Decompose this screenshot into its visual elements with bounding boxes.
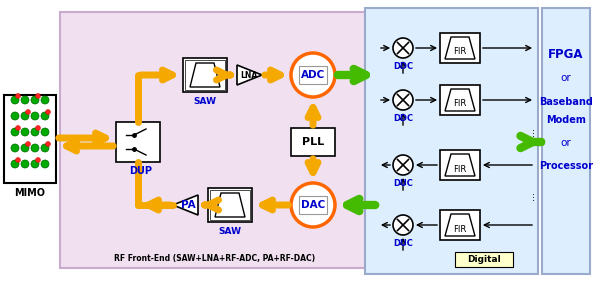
Text: FPGA: FPGA [548, 48, 584, 62]
Bar [542, 8, 590, 274]
Circle shape [41, 160, 49, 168]
Circle shape [21, 144, 29, 152]
Text: RF Front-End (SAW+LNA+RF-ADC, PA+RF-DAC): RF Front-End (SAW+LNA+RF-ADC, PA+RF-DAC) [114, 254, 315, 263]
Polygon shape [445, 37, 475, 59]
Bar [185, 60, 225, 90]
Bar [4, 95, 56, 183]
Circle shape [291, 183, 335, 227]
Text: FIR: FIR [453, 48, 466, 56]
Polygon shape [190, 63, 220, 87]
Circle shape [11, 96, 19, 104]
Text: SAW: SAW [218, 227, 242, 236]
Circle shape [15, 158, 20, 162]
Bar [440, 33, 480, 63]
Circle shape [393, 38, 413, 58]
Text: Digital: Digital [467, 255, 501, 264]
Bar [365, 8, 538, 274]
Circle shape [36, 93, 40, 99]
Text: PLL: PLL [302, 137, 324, 147]
Bar [299, 196, 327, 214]
Circle shape [41, 112, 49, 120]
Polygon shape [445, 154, 475, 176]
Circle shape [45, 109, 51, 115]
Circle shape [11, 160, 19, 168]
Bar [299, 66, 327, 84]
Bar [440, 85, 480, 115]
Circle shape [393, 215, 413, 235]
Circle shape [11, 128, 19, 136]
Circle shape [11, 144, 19, 152]
Bar [116, 122, 160, 162]
Polygon shape [215, 193, 245, 217]
Circle shape [21, 112, 29, 120]
Circle shape [36, 125, 40, 131]
Circle shape [291, 53, 335, 97]
Bar [440, 150, 480, 180]
Text: DUC: DUC [393, 239, 413, 248]
Bar [455, 252, 513, 267]
Text: DUP: DUP [130, 166, 152, 176]
Text: LNA: LNA [240, 70, 258, 80]
Text: Modem: Modem [546, 115, 586, 125]
Bar [60, 12, 368, 268]
Text: MIMO: MIMO [14, 188, 45, 198]
Bar [208, 188, 252, 222]
Text: or: or [560, 138, 571, 148]
Text: ...: ... [526, 190, 536, 200]
Circle shape [41, 96, 49, 104]
Bar [291, 128, 335, 156]
Text: DAC: DAC [301, 200, 325, 210]
Bar [210, 190, 250, 220]
Circle shape [21, 96, 29, 104]
Text: ...: ... [526, 127, 536, 137]
Circle shape [41, 128, 49, 136]
Text: DDC: DDC [393, 62, 413, 71]
Circle shape [393, 90, 413, 110]
Circle shape [11, 112, 19, 120]
Circle shape [21, 128, 29, 136]
Circle shape [31, 112, 39, 120]
Polygon shape [237, 65, 262, 85]
Text: PA: PA [181, 200, 195, 210]
Text: FIR: FIR [453, 225, 466, 233]
Circle shape [31, 160, 39, 168]
Polygon shape [445, 89, 475, 111]
Text: FIR: FIR [453, 99, 466, 109]
Text: FIR: FIR [453, 164, 466, 174]
Bar [183, 58, 227, 92]
Text: Processor: Processor [539, 161, 593, 171]
Circle shape [26, 141, 30, 146]
Text: DDC: DDC [393, 114, 413, 123]
Circle shape [36, 158, 40, 162]
Circle shape [45, 141, 51, 146]
Circle shape [31, 128, 39, 136]
Polygon shape [445, 214, 475, 236]
Text: or: or [560, 73, 571, 83]
Text: Baseband: Baseband [539, 97, 593, 107]
Circle shape [21, 160, 29, 168]
Circle shape [31, 144, 39, 152]
Circle shape [15, 125, 20, 131]
Circle shape [41, 144, 49, 152]
Text: SAW: SAW [193, 97, 217, 106]
Text: ADC: ADC [301, 70, 325, 80]
Circle shape [31, 96, 39, 104]
Bar [440, 210, 480, 240]
Text: DUC: DUC [393, 179, 413, 188]
Polygon shape [173, 195, 198, 215]
Circle shape [393, 155, 413, 175]
Circle shape [15, 93, 20, 99]
Circle shape [26, 109, 30, 115]
